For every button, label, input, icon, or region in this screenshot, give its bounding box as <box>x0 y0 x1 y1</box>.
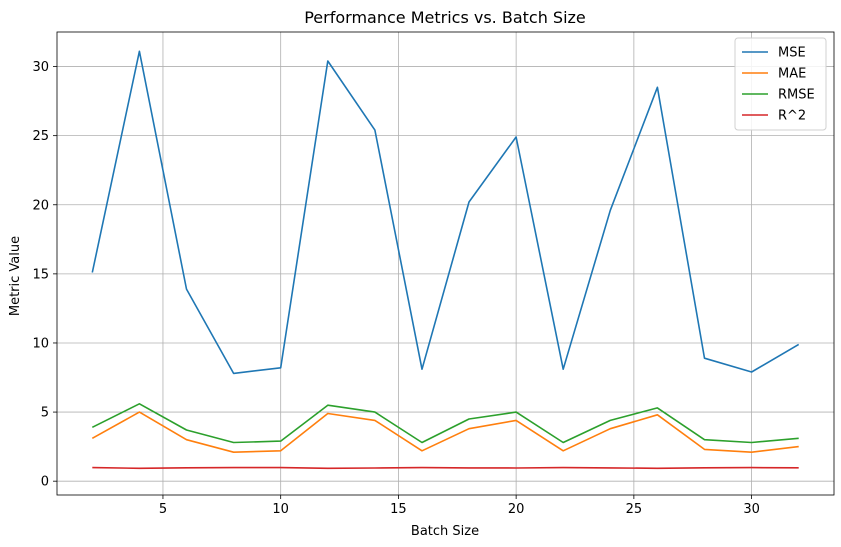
y-axis-label: Metric Value <box>8 236 23 316</box>
chart-title: Performance Metrics vs. Batch Size <box>304 8 586 27</box>
legend-label: MSE <box>778 46 806 61</box>
x-tick-label: 15 <box>390 502 407 517</box>
grid <box>57 32 834 495</box>
y-tick-label: 25 <box>32 129 49 144</box>
plot-frame <box>56 31 835 496</box>
x-tick-label: 30 <box>743 502 760 517</box>
series-line-2 <box>91 402 799 444</box>
y-tick-label: 10 <box>32 336 49 351</box>
y-tick-label: 5 <box>41 406 49 421</box>
series-layer <box>91 50 800 470</box>
ticks: 5 10 15 20 25 30 0 5 10 15 20 25 30 <box>32 60 759 517</box>
series-line-3 <box>92 466 799 470</box>
legend: MSE MAE RMSE R^2 <box>734 37 827 131</box>
x-tick-label: 25 <box>626 502 643 517</box>
x-axis-label: Batch Size <box>411 524 479 539</box>
x-tick-label: 20 <box>508 502 525 517</box>
legend-label: R^2 <box>778 109 806 124</box>
legend-label: RMSE <box>778 88 815 103</box>
y-tick-label: 15 <box>32 267 49 282</box>
y-tick-label: 20 <box>32 198 49 213</box>
y-tick-label: 0 <box>41 475 49 490</box>
series-line-1 <box>91 411 799 454</box>
y-tick-label: 30 <box>32 60 49 75</box>
legend-box <box>734 37 827 131</box>
legend-label: MAE <box>778 67 806 82</box>
x-tick-label: 10 <box>272 502 289 517</box>
x-tick-label: 5 <box>159 502 167 517</box>
series-line-0 <box>91 50 800 375</box>
